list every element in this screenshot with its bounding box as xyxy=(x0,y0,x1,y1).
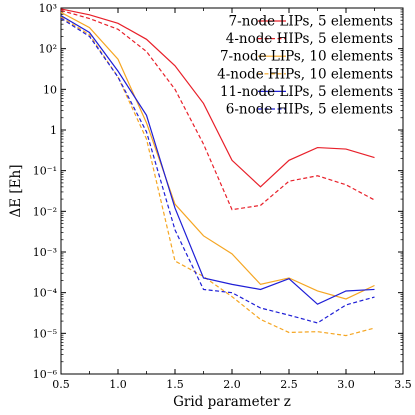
y-tick-label: 10³ xyxy=(39,2,57,15)
series-line xyxy=(60,15,375,305)
y-tick-label: 10 xyxy=(43,83,57,96)
series-line xyxy=(60,9,375,211)
x-tick-label: 2.5 xyxy=(280,378,298,391)
y-tick-label: 10⁻⁵ xyxy=(33,327,57,340)
legend-label: 7-node LIPs, 5 elements xyxy=(229,14,394,30)
series-lines xyxy=(60,8,375,337)
legend-label: 11-node LIPs, 5 elements xyxy=(220,84,393,100)
y-tick-label: 10⁻² xyxy=(33,205,57,218)
x-tick-label: 3.5 xyxy=(394,378,412,391)
axis-ticks xyxy=(60,7,404,375)
y-tick-label: 10⁻¹ xyxy=(33,165,57,178)
series-line xyxy=(60,17,375,324)
x-tick-label: 1.0 xyxy=(109,378,127,391)
tick-labels: 0.5 1.0 1.5 2.0 2.5 3.0 3.5 10⁻⁶ 10⁻⁵ 10⁻⁴ 10⁻³ 10⁻… xyxy=(33,2,412,391)
y-tick-label: 1 xyxy=(50,124,57,137)
y-tick-label: 10⁻⁴ xyxy=(33,287,58,300)
series-line xyxy=(60,16,375,337)
legend-label: 4-node HIPs, 5 elements xyxy=(226,31,393,47)
series-line xyxy=(60,11,375,300)
x-tick-label: 2.0 xyxy=(223,378,241,391)
y-tick-label: 10⁻³ xyxy=(33,246,57,259)
y-axis-label: ΔE [Eh] xyxy=(8,165,24,218)
legend-label: 7-node LIPs, 10 elements xyxy=(220,49,393,65)
x-tick-label: 1.5 xyxy=(166,378,184,391)
x-tick-label: 0.5 xyxy=(52,378,70,391)
x-tick-label: 3.0 xyxy=(337,378,355,391)
legend-label: 4-node HIPs, 10 elements xyxy=(217,66,393,82)
series-line xyxy=(60,8,375,188)
legend-label: 6-node HIPs, 5 elements xyxy=(226,102,393,118)
x-axis-label: Grid parameter z xyxy=(173,394,291,410)
y-tick-label: 10⁻⁶ xyxy=(33,368,58,381)
y-tick-label: 10² xyxy=(39,43,57,56)
